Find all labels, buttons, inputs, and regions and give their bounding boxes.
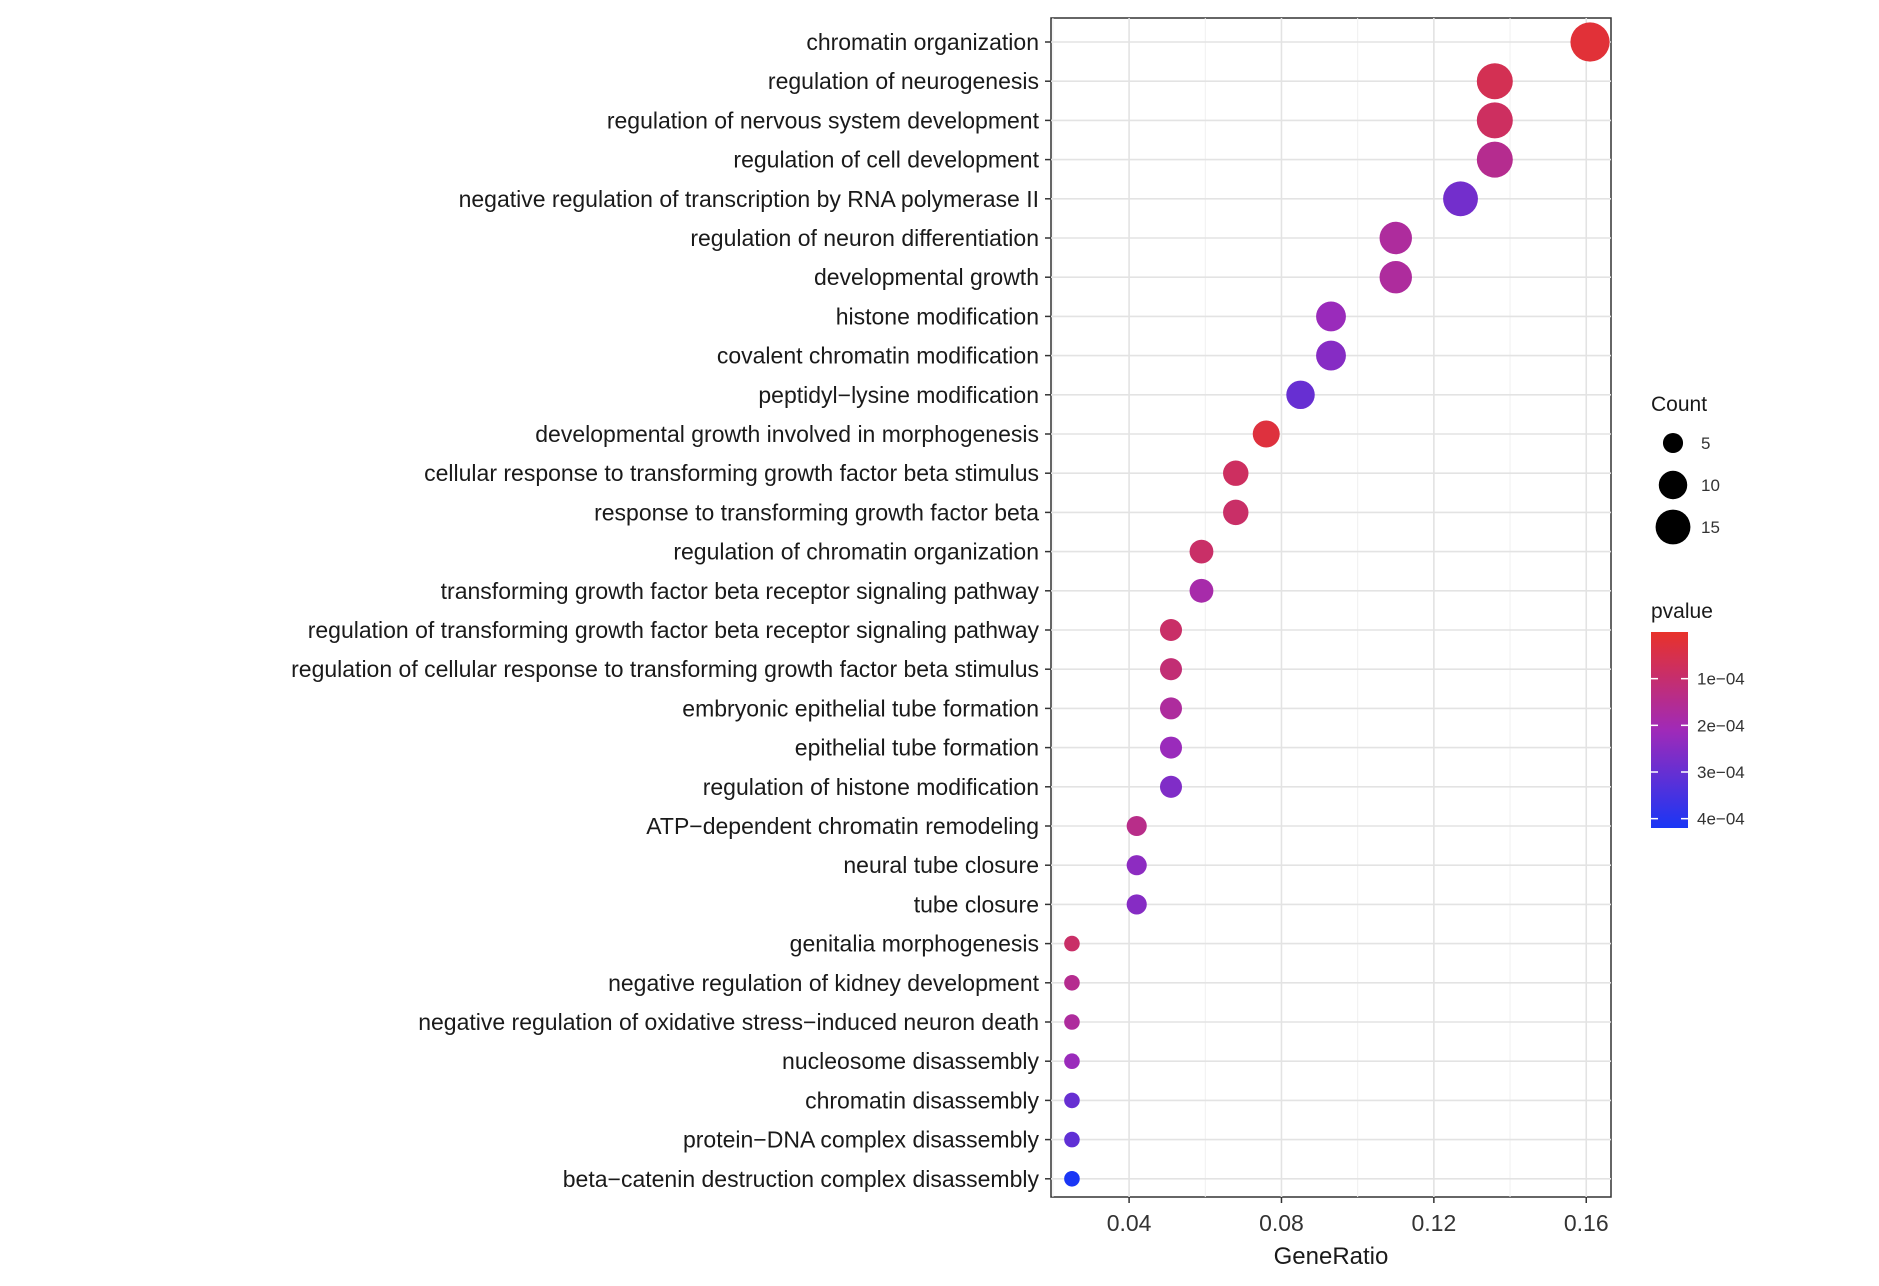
y-tick-label: chromatin organization	[806, 29, 1039, 55]
term-dot	[1064, 1053, 1080, 1069]
x-tick-label: 0.12	[1411, 1210, 1456, 1236]
count-legend-label: 15	[1701, 518, 1720, 537]
count-legend-key	[1658, 470, 1688, 500]
y-tick-label: chromatin disassembly	[805, 1087, 1039, 1113]
term-dot	[1286, 380, 1315, 410]
term-dot	[1476, 102, 1513, 139]
y-tick-label: genitalia morphogenesis	[790, 931, 1039, 957]
term-dot	[1189, 539, 1214, 564]
term-dot	[1159, 697, 1183, 720]
term-dot	[1159, 775, 1183, 798]
term-dot	[1223, 499, 1249, 526]
y-tick-label: neural tube closure	[843, 852, 1039, 878]
plot-panel	[1050, 17, 1612, 1198]
y-tick-label: transforming growth factor beta receptor…	[441, 578, 1040, 604]
y-tick-label: histone modification	[836, 303, 1039, 329]
count-legend-key	[1655, 509, 1691, 545]
term-dot	[1223, 460, 1249, 486]
y-tick-label: regulation of histone modification	[703, 774, 1039, 800]
pvalue-legend: pvalue 1e−04 2e−04 3e−04 4e−04	[1651, 600, 1745, 829]
y-tick-label: embryonic epithelial tube formation	[682, 695, 1039, 721]
y-axis: chromatin organization regulation of neur…	[291, 29, 1051, 1192]
x-tick-label: 0.04	[1107, 1210, 1152, 1236]
term-dot	[1476, 141, 1513, 178]
term-dot	[1064, 935, 1080, 952]
x-axis-title: GeneRatio	[1274, 1243, 1389, 1270]
y-tick-label: protein−DNA complex disassembly	[683, 1127, 1040, 1153]
pvalue-legend-title: pvalue	[1651, 600, 1713, 623]
x-tick-label: 0.08	[1259, 1210, 1304, 1236]
x-tick-label: 0.16	[1564, 1210, 1609, 1236]
dots	[1064, 22, 1610, 1187]
term-dot	[1159, 736, 1183, 759]
y-tick-label: tube closure	[914, 891, 1039, 917]
term-dot	[1126, 855, 1147, 876]
y-tick-label: regulation of transforming growth factor…	[308, 617, 1040, 643]
term-dot	[1316, 301, 1346, 332]
y-tick-label: cellular response to transforming growth…	[424, 460, 1039, 486]
count-legend-label: 5	[1701, 434, 1710, 453]
term-dot	[1064, 1014, 1080, 1030]
y-tick-label: developmental growth involved in morphog…	[535, 421, 1039, 447]
y-tick-label: regulation of neuron differentiation	[690, 225, 1039, 251]
term-dot	[1064, 1131, 1080, 1148]
y-tick-label: regulation of cellular response to trans…	[291, 656, 1039, 682]
count-legend: Count 5 10 15	[1651, 393, 1720, 545]
pvalue-colorbar	[1651, 632, 1688, 828]
pvalue-legend-label: 1e−04	[1697, 670, 1745, 689]
term-dot	[1189, 578, 1214, 603]
y-tick-label: regulation of chromatin organization	[673, 539, 1039, 565]
term-dot	[1159, 658, 1183, 681]
grid-lines	[1051, 18, 1611, 1197]
term-dot	[1159, 618, 1183, 642]
x-axis: 0.04 0.08 0.12 0.16	[1107, 1197, 1609, 1236]
term-dot	[1476, 63, 1513, 100]
term-dot	[1126, 894, 1147, 915]
y-tick-label: beta−catenin destruction complex disasse…	[563, 1166, 1040, 1192]
y-tick-label: negative regulation of kidney developmen…	[608, 970, 1040, 996]
term-dot	[1379, 260, 1412, 294]
term-dot	[1570, 22, 1610, 62]
term-dot	[1064, 975, 1080, 991]
y-tick-label: regulation of cell development	[733, 147, 1039, 173]
term-dot	[1443, 181, 1478, 217]
pvalue-legend-label: 2e−04	[1697, 716, 1745, 735]
term-dot	[1252, 420, 1280, 448]
count-legend-label: 10	[1701, 476, 1720, 495]
y-tick-label: epithelial tube formation	[795, 735, 1039, 761]
y-tick-label: nucleosome disassembly	[782, 1048, 1039, 1074]
y-tick-label: negative regulation of transcription by …	[459, 186, 1039, 212]
y-tick-label: developmental growth	[814, 264, 1039, 290]
y-tick-label: response to transforming growth factor b…	[594, 499, 1039, 525]
y-tick-label: covalent chromatin modification	[717, 343, 1039, 369]
pvalue-legend-label: 3e−04	[1697, 763, 1745, 782]
count-legend-title: Count	[1651, 393, 1707, 416]
y-tick-label: peptidyl−lysine modification	[758, 382, 1039, 408]
y-tick-label: negative regulation of oxidative stress−…	[418, 1009, 1039, 1035]
term-dot	[1064, 1171, 1080, 1187]
term-dot	[1126, 815, 1147, 837]
y-tick-label: regulation of nervous system development	[607, 107, 1040, 133]
term-dot	[1379, 221, 1412, 255]
term-dot	[1316, 340, 1346, 371]
pvalue-legend-label: 4e−04	[1697, 810, 1745, 829]
y-tick-label: ATP−dependent chromatin remodeling	[646, 813, 1039, 839]
term-dot	[1064, 1092, 1080, 1109]
y-tick-label: regulation of neurogenesis	[768, 68, 1039, 94]
count-legend-key	[1662, 432, 1684, 454]
